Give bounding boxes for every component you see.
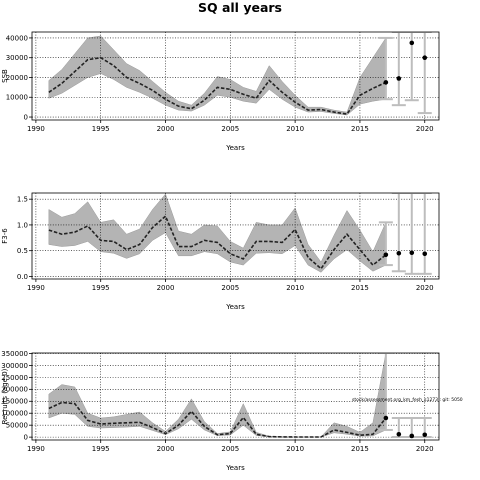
- x-tick-label: 2020: [416, 125, 434, 133]
- projection-point: [396, 250, 402, 256]
- x-tick-label: 1990: [27, 284, 45, 292]
- chart-panels: 1990 1995 2000 2005 2010 2015 2020010000200003…: [1, 31, 463, 472]
- x-tick-label: 2010: [286, 445, 304, 453]
- y-tick-label: 20000: [6, 74, 28, 82]
- x-tick-label: 2020: [416, 445, 434, 453]
- x-tick-label: 1995: [92, 284, 110, 292]
- y-tick-label: 250000: [1, 374, 28, 382]
- x-tick-label: 2000: [157, 445, 175, 453]
- x-axis-label: Years: [225, 464, 245, 472]
- x-tick-label: 2000: [157, 284, 175, 292]
- x-tick-label: 2005: [221, 125, 239, 133]
- x-tick-label: 2020: [416, 284, 434, 292]
- annotation-text: stock/assessment.org_km_fesh_s1273 : git…: [352, 397, 463, 403]
- x-tick-label: 2000: [157, 125, 175, 133]
- axes-frame: [31, 31, 440, 121]
- y-tick-label: 1.5: [17, 196, 28, 204]
- y-axis-label: F3-6: [1, 228, 9, 244]
- x-tick-label: 2015: [351, 445, 369, 453]
- panel-plot-area: [32, 353, 439, 440]
- panel-plot-area: [32, 193, 439, 279]
- projection-point: [409, 433, 415, 439]
- axes-frame: [31, 192, 440, 280]
- x-axis-label: Years: [225, 303, 245, 311]
- y-tick-label: 10000: [6, 94, 28, 102]
- projection-point: [422, 251, 428, 257]
- uncertainty-band: [48, 193, 387, 273]
- uncertainty-band: [48, 35, 387, 116]
- projection-point: [422, 432, 428, 438]
- figure-title: SQ all years: [198, 0, 282, 15]
- projection-point: [422, 55, 428, 61]
- y-tick-label: 350000: [1, 350, 28, 358]
- projection-point: [383, 415, 389, 421]
- projection-point: [409, 250, 415, 256]
- y-tick-label: 0: [24, 434, 28, 442]
- x-tick-label: 2015: [351, 284, 369, 292]
- y-tick-label: 0.5: [17, 247, 28, 255]
- projection-point: [409, 40, 415, 46]
- projection-point: [383, 252, 389, 258]
- x-tick-label: 2010: [286, 284, 304, 292]
- panel-3: 1990 1995 2000 2005 2010 2015 2020 0 50000 100000…: [1, 350, 463, 472]
- y-tick-label: 0.0: [17, 273, 28, 281]
- y-tick-label: 200000: [1, 386, 28, 394]
- y-tick-label: 40000: [6, 34, 28, 42]
- x-tick-label: 2005: [221, 445, 239, 453]
- x-tick-label: 2015: [351, 125, 369, 133]
- axes-frame: [31, 352, 440, 441]
- y-tick-label: 0: [24, 113, 28, 121]
- x-tick-label: 1995: [92, 445, 110, 453]
- y-tick-label: 300000: [1, 362, 28, 370]
- projection-point: [383, 80, 389, 85]
- y-tick-label: 100000: [1, 410, 28, 418]
- y-tick-label: 1.0: [17, 221, 28, 229]
- x-axis-label: Years: [225, 144, 245, 152]
- y-tick-label: 30000: [6, 54, 28, 62]
- panel-2: 1990 1995 2000 2005 2010 2015 2020 0.0 0.5 1.0 1.5…: [1, 192, 440, 311]
- projection-point: [396, 76, 402, 81]
- median-line: [48, 214, 387, 270]
- x-tick-label: 2005: [221, 284, 239, 292]
- y-tick-label: 150000: [1, 398, 28, 406]
- x-tick-label: 2010: [286, 125, 304, 133]
- y-axis-label: Recruits (age 0): [1, 368, 9, 424]
- panel-plot-area: [32, 32, 439, 120]
- y-tick-label: 50000: [6, 422, 28, 430]
- median-line: [48, 56, 387, 115]
- y-axis-label: SSB: [1, 69, 9, 83]
- x-tick-label: 1995: [92, 125, 110, 133]
- panel-1: 1990 1995 2000 2005 2010 2015 2020 0 10000 20000 3…: [1, 31, 440, 152]
- projection-point: [396, 431, 402, 437]
- x-tick-label: 1990: [27, 445, 45, 453]
- x-tick-label: 1990: [27, 125, 45, 133]
- median-line: [48, 401, 387, 438]
